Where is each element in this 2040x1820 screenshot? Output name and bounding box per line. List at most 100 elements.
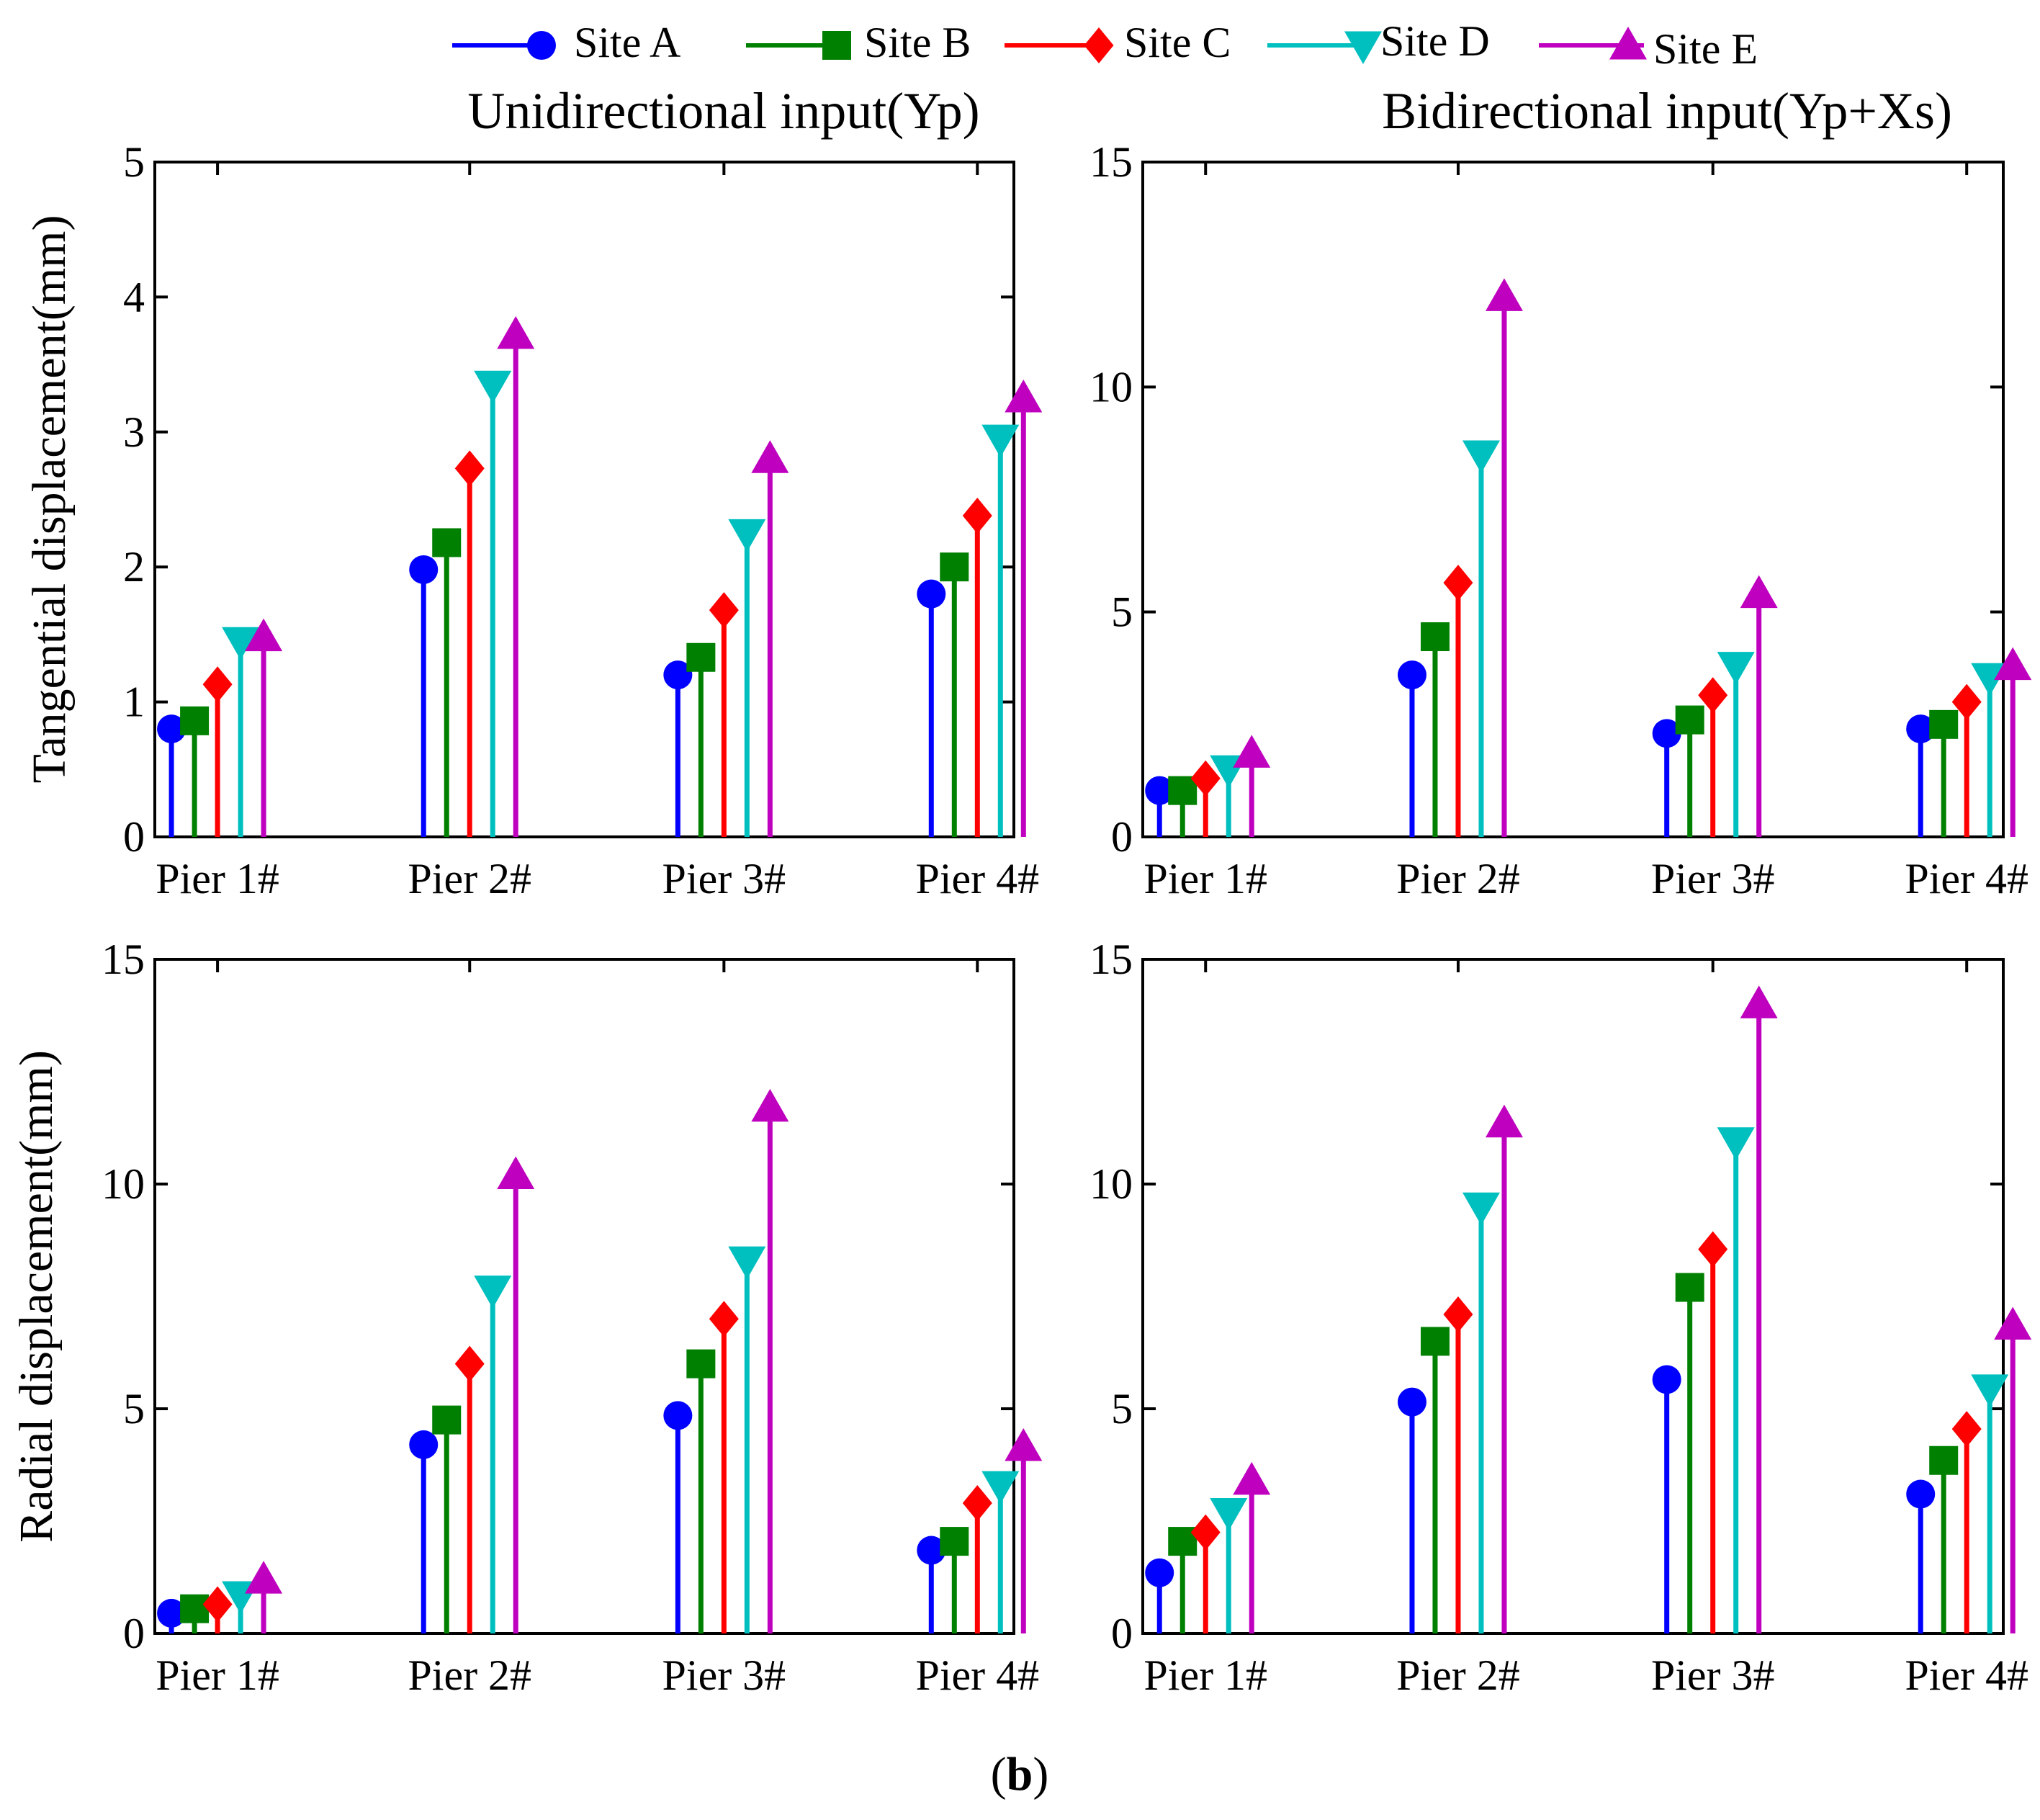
marker-site-b-pier-4 (1929, 709, 1959, 739)
marker-site-a-pier-4 (1906, 1479, 1936, 1509)
series-site-d (1210, 1127, 2009, 1633)
x-tick-label-pier-3: Pier 3# (1651, 855, 1775, 902)
marker-site-c-pier-1 (1190, 760, 1221, 797)
series-site-c (1190, 565, 1982, 837)
marker-site-a-pier-1 (157, 714, 187, 744)
marker-site-e-pier-1 (1233, 1461, 1271, 1495)
marker-site-c-pier-4 (962, 497, 992, 534)
marker-site-b-pier-2 (432, 528, 462, 557)
legend-label-site-d: Site D (1380, 17, 1490, 65)
marker-site-b-pier-4 (940, 1527, 969, 1556)
marker-site-d-pier-4 (981, 424, 1020, 458)
x-tick-label-pier-1: Pier 1# (1143, 855, 1267, 902)
marker-site-e-pier-4 (1994, 647, 2032, 681)
y-tick-label: 10 (102, 1160, 145, 1208)
marker-site-b-pier-1 (180, 1594, 210, 1623)
x-tick-label-pier-3: Pier 3# (1651, 1651, 1775, 1699)
legend-item-site-a: Site A (452, 19, 680, 66)
chart-panel-2: 0 5 10 15 Pier 1# Pier 2# Pier 3# Pier 4# Bidire… (1089, 82, 2032, 902)
marker-site-e-pier-2 (1485, 278, 1523, 311)
marker-site-a-pier-2 (1397, 1387, 1426, 1417)
marker-site-e-pier-1 (245, 618, 283, 652)
marker-site-c-pier-4 (1951, 1411, 1982, 1448)
legend-item-site-c: Site C (1005, 19, 1231, 66)
marker-site-c-pier-4 (962, 1485, 992, 1522)
marker-site-d-pier-2 (1462, 1192, 1500, 1226)
caption-open: ( (991, 1748, 1007, 1801)
y-tick-label: 1 (123, 678, 145, 726)
x-tick-label-pier-4: Pier 4# (915, 855, 1039, 902)
y-tick-label: 5 (1111, 588, 1133, 636)
marker-site-d-pier-3 (728, 1246, 766, 1280)
marker-site-c-pier-1 (1190, 1514, 1221, 1551)
marker-site-d-pier-1 (222, 627, 260, 660)
marker-site-c-pier-3 (1698, 1231, 1728, 1268)
y-tick-label: 15 (102, 936, 145, 983)
marker-site-d-pier-4 (981, 1471, 1020, 1505)
marker-site-e-pier-3 (1740, 575, 1778, 609)
marker-site-b-pier-3 (1675, 705, 1704, 735)
chart-panel-1: 0 1 2 3 4 5 Pier 1# Pier 2# Pier 3# Pier 4# Unidir… (23, 82, 1043, 902)
series-site-b (1168, 1273, 1959, 1633)
y-axis-label: Tangential displacement(mm) (23, 215, 76, 784)
y-tick-label: 10 (1089, 1160, 1133, 1208)
marker-site-d-pier-3 (1717, 652, 1755, 685)
marker-site-d-pier-2 (1462, 440, 1500, 474)
marker-site-a-pier-3 (663, 1401, 693, 1430)
marker-site-e-pier-3 (751, 1088, 789, 1122)
x-tick-label-pier-4: Pier 4# (1905, 1651, 2028, 1699)
y-axis-label: Radial displacement(mm) (10, 1050, 63, 1543)
marker-site-d-pier-3 (1717, 1127, 1755, 1160)
series-site-b (180, 1349, 969, 1633)
marker-site-c-pier-3 (709, 1301, 739, 1337)
legend: Site A Site B Site C Site D Site E (452, 17, 1758, 73)
marker-site-a-pier-1 (1145, 776, 1174, 805)
marker-site-a-pier-2 (409, 555, 439, 584)
series-site-e (1233, 278, 2032, 837)
marker-site-b-pier-4 (1929, 1445, 1959, 1475)
plot-frame (1141, 958, 2005, 1635)
marker-site-b-pier-3 (686, 642, 716, 672)
marker-site-e-pier-1 (1233, 735, 1271, 768)
plot-frame (153, 161, 1015, 838)
x-tick-label-pier-3: Pier 3# (662, 1651, 786, 1699)
marker-site-a-pier-1 (157, 1598, 187, 1628)
marker-site-c-pier-2 (454, 1345, 485, 1382)
y-tick-label: 10 (1089, 363, 1133, 411)
figure-caption: (b) (991, 1748, 1049, 1801)
marker-site-e-pier-4 (1005, 379, 1043, 413)
marker-site-e-pier-2 (497, 315, 535, 349)
marker-site-e-pier-2 (497, 1156, 535, 1190)
marker-site-c-pier-2 (1443, 1296, 1473, 1332)
marker-site-a-pier-3 (1652, 719, 1681, 748)
x-tick-label-pier-2: Pier 2# (408, 1651, 531, 1699)
x-tick-label-pier-1: Pier 1# (156, 1651, 279, 1699)
series-site-b (1168, 622, 1959, 837)
y-tick-label: 5 (1111, 1385, 1133, 1433)
legend-item-site-d: Site D (1267, 17, 1490, 65)
marker-site-e-pier-1 (245, 1561, 283, 1594)
legend-marker-site-a (527, 31, 556, 60)
series-site-a (157, 555, 946, 837)
legend-item-site-b: Site B (746, 19, 971, 66)
legend-label-site-a: Site A (574, 19, 680, 66)
chart-panel-3: 0 5 10 15 Pier 1# Pier 2# Pier 3# Pier 4# Radial… (10, 936, 1043, 1699)
legend-label-site-b: Site B (864, 19, 971, 66)
marker-site-c-pier-2 (454, 450, 485, 487)
caption-letter: b (1007, 1748, 1033, 1801)
x-tick-label-pier-4: Pier 4# (1905, 855, 2028, 902)
y-tick-label: 2 (123, 543, 145, 591)
legend-marker-site-b (822, 31, 851, 60)
marker-site-b-pier-3 (686, 1349, 716, 1379)
marker-site-d-pier-2 (474, 1276, 512, 1309)
series-site-c (202, 1301, 992, 1633)
series-site-c (202, 450, 992, 837)
y-tick-label: 0 (1111, 813, 1133, 861)
plot-frame (1141, 161, 2005, 838)
y-tick-label: 0 (123, 1610, 145, 1657)
marker-site-a-pier-3 (1652, 1365, 1681, 1394)
series-site-a (1145, 660, 1936, 837)
y-tick-label: 15 (1089, 936, 1133, 983)
